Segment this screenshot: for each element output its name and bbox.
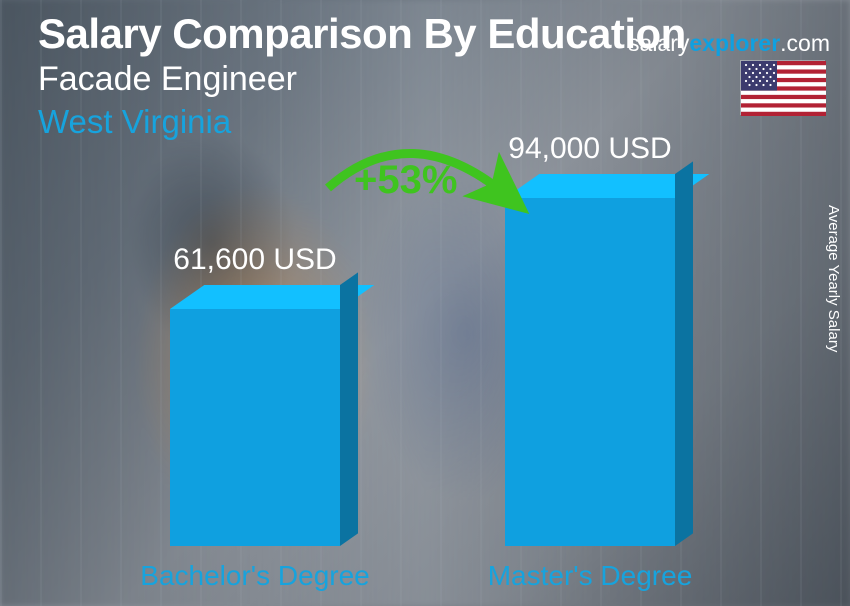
increase-arrow: +53% (310, 138, 530, 228)
location: West Virginia (38, 103, 830, 141)
increase-percent: +53% (354, 158, 457, 203)
bar-front-face (170, 309, 340, 546)
bar-front-face (505, 198, 675, 546)
brand-part3: .com (780, 30, 830, 56)
brand-logo: salaryexplorer.com (628, 30, 830, 57)
country-flag-icon (740, 60, 825, 115)
bar-side-face (675, 161, 693, 546)
bar-bachelor: 61,600 USD Bachelor's Degree (170, 309, 340, 546)
bar-master: 94,000 USD Master's Degree (505, 198, 675, 546)
bar3d-bachelor (170, 309, 340, 546)
brand-part2: explorer (689, 30, 780, 56)
brand-part1: salary (628, 30, 689, 56)
job-title: Facade Engineer (38, 60, 830, 99)
bar-label-bachelor: Bachelor's Degree (140, 560, 369, 592)
bar-label-master: Master's Degree (488, 560, 693, 592)
bar-value-bachelor: 61,600 USD (173, 243, 336, 277)
bar-side-face (340, 272, 358, 546)
bar3d-master (505, 198, 675, 546)
y-axis-label: Average Yearly Salary (825, 205, 842, 352)
